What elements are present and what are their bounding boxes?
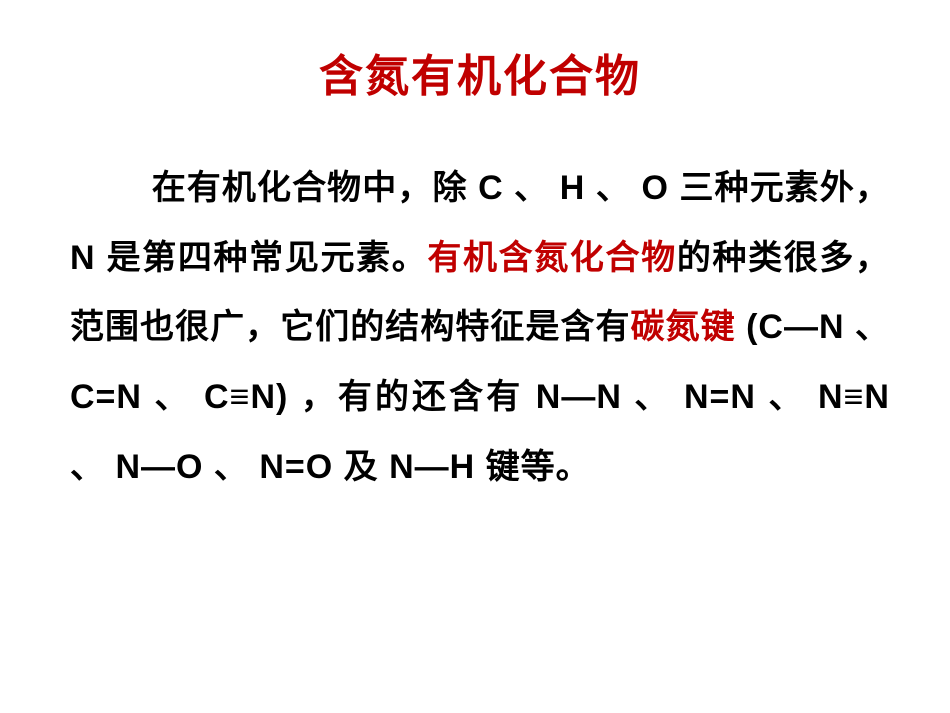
- keyword-organic-nitrogen: 有机含氮化合物: [427, 239, 676, 277]
- page-title: 含氮有机化合物: [70, 40, 890, 104]
- keyword-cn-bond: 碳氮键: [631, 308, 736, 346]
- body-paragraph: 在有机化合物中，除 C 、 H 、 O 三种元素外， N 是第四种常见元素。有机…: [70, 154, 890, 502]
